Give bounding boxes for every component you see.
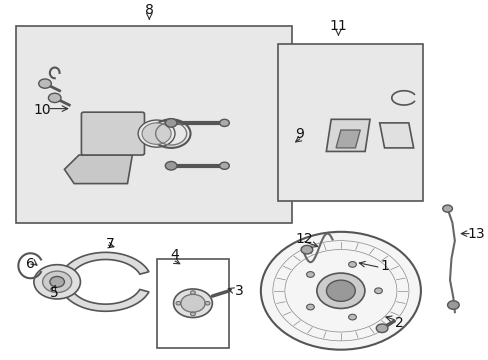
Bar [277, 44, 423, 202]
Text: 3: 3 [234, 284, 243, 298]
Text: 8: 8 [144, 3, 153, 17]
Text: 4: 4 [170, 248, 179, 262]
Circle shape [48, 93, 61, 103]
Circle shape [376, 324, 387, 333]
Circle shape [326, 280, 355, 301]
Circle shape [442, 205, 451, 212]
Polygon shape [335, 130, 360, 148]
Text: 1: 1 [379, 259, 388, 273]
Circle shape [348, 262, 356, 267]
Circle shape [306, 304, 314, 310]
Circle shape [219, 162, 229, 169]
Bar [156, 258, 229, 348]
Circle shape [190, 312, 195, 316]
Circle shape [306, 271, 314, 277]
Bar [16, 26, 292, 223]
Text: 6: 6 [26, 257, 35, 271]
Circle shape [34, 265, 81, 299]
Circle shape [42, 271, 72, 293]
Text: 9: 9 [295, 127, 304, 141]
Circle shape [181, 294, 204, 312]
Circle shape [138, 120, 175, 147]
Circle shape [316, 273, 364, 309]
Circle shape [165, 162, 177, 170]
Text: 10: 10 [34, 103, 51, 117]
Circle shape [219, 119, 229, 126]
Circle shape [142, 123, 171, 144]
Text: 5: 5 [50, 285, 59, 300]
Circle shape [39, 79, 51, 88]
Circle shape [165, 118, 177, 127]
Circle shape [204, 301, 209, 305]
Circle shape [301, 246, 312, 254]
Circle shape [374, 288, 382, 294]
Polygon shape [379, 123, 413, 148]
Text: 7: 7 [106, 237, 115, 251]
Circle shape [348, 314, 356, 320]
Circle shape [447, 301, 458, 309]
Text: 13: 13 [467, 226, 485, 240]
Circle shape [173, 289, 212, 318]
Polygon shape [64, 155, 132, 184]
Polygon shape [60, 252, 149, 311]
Circle shape [260, 232, 420, 350]
Circle shape [190, 291, 195, 294]
Text: 2: 2 [394, 316, 403, 330]
Polygon shape [325, 119, 369, 152]
Circle shape [50, 276, 64, 287]
Text: 12: 12 [295, 232, 313, 246]
FancyBboxPatch shape [81, 112, 144, 155]
Circle shape [176, 301, 181, 305]
Text: 11: 11 [329, 19, 346, 33]
